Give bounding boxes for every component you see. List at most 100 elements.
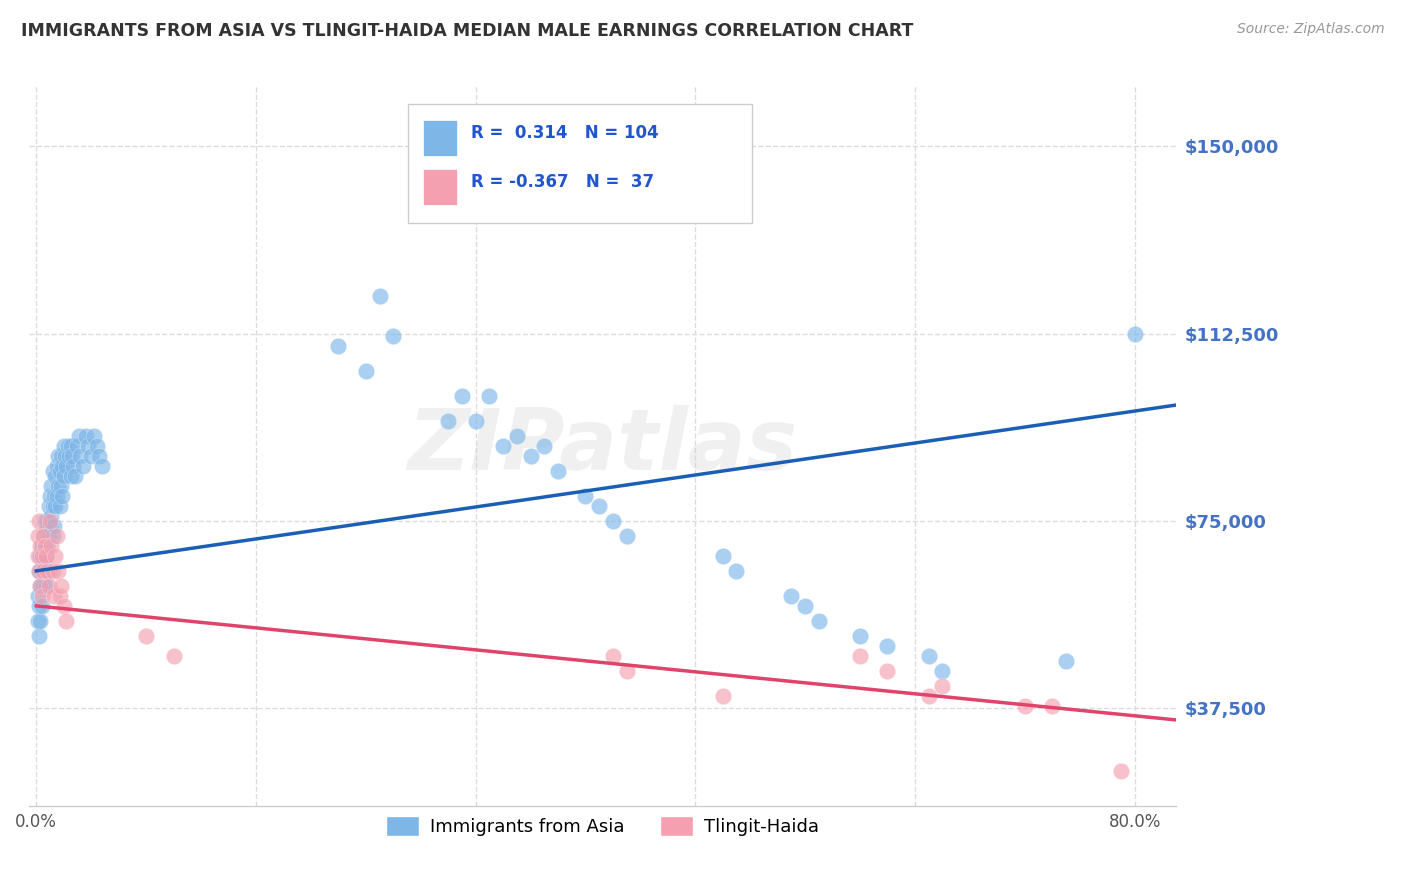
Point (35, 524, 58, 538)
Point (31, 599, 53, 613)
Point (42, 464, 65, 478)
Point (89, 449, 111, 463)
Point (34, 539, 56, 553)
Point (135, 629, 157, 643)
Point (48, 464, 70, 478)
Point (67, 429, 90, 443)
Bar (423, 169, 457, 205)
Point (48, 589, 70, 603)
Point (37, 514, 59, 528)
Point (49, 479, 72, 493)
Point (63, 469, 86, 483)
Point (44, 469, 66, 483)
Text: R =  0.314   N = 104: R = 0.314 N = 104 (471, 124, 658, 142)
Point (31, 539, 53, 553)
Point (794, 599, 817, 613)
Point (51, 458, 73, 473)
Point (602, 514, 624, 528)
Point (60, 449, 83, 463)
Point (382, 329, 405, 343)
Point (31, 549, 53, 563)
Point (876, 639, 898, 653)
Point (876, 664, 898, 678)
Point (42, 519, 65, 533)
Point (38, 529, 60, 543)
Point (437, 414, 460, 428)
Point (725, 564, 748, 578)
Point (28, 629, 51, 643)
Point (41, 479, 63, 493)
Point (918, 648, 941, 663)
Point (41, 539, 63, 553)
Point (46, 564, 69, 578)
Point (547, 464, 569, 478)
Point (51, 489, 73, 503)
Point (30, 549, 52, 563)
Point (28, 564, 51, 578)
Point (53, 449, 76, 463)
Point (38, 499, 60, 513)
Point (44, 549, 66, 563)
Point (52, 599, 75, 613)
Point (38, 564, 60, 578)
Point (30, 579, 52, 593)
Point (86, 439, 108, 453)
Point (27, 614, 49, 628)
Point (32, 564, 55, 578)
Point (42, 589, 65, 603)
Point (83, 429, 105, 443)
Point (328, 339, 350, 353)
Point (62, 458, 84, 473)
Point (42, 564, 65, 578)
Point (46, 479, 69, 493)
Point (52, 439, 75, 453)
Text: IMMIGRANTS FROM ASIA VS TLINGIT-HAIDA MEDIAN MALE EARNINGS CORRELATION CHART: IMMIGRANTS FROM ASIA VS TLINGIT-HAIDA ME… (21, 22, 914, 40)
Point (32, 529, 55, 543)
Point (41, 508, 63, 523)
Point (59, 469, 82, 483)
Point (55, 614, 77, 628)
Point (588, 499, 610, 513)
Point (49, 579, 72, 593)
Point (807, 614, 830, 628)
Point (45, 529, 67, 543)
Point (711, 689, 734, 703)
Point (1014, 698, 1036, 713)
Point (533, 439, 555, 453)
Point (37, 564, 59, 578)
Point (39, 519, 62, 533)
Point (66, 439, 89, 453)
Point (80, 449, 103, 463)
Point (849, 648, 872, 663)
Point (34, 514, 56, 528)
Point (1040, 698, 1063, 713)
Point (32, 579, 55, 593)
Point (616, 664, 638, 678)
Point (77, 439, 100, 453)
Point (42, 529, 65, 543)
Point (574, 489, 596, 503)
Point (91, 458, 114, 473)
Point (28, 514, 51, 528)
Point (849, 629, 872, 643)
Point (32, 554, 55, 568)
Point (464, 414, 486, 428)
Point (35, 549, 58, 563)
Point (56, 439, 79, 453)
Point (931, 664, 953, 678)
Point (39, 514, 62, 528)
Point (451, 389, 474, 403)
Point (72, 458, 94, 473)
Point (27, 589, 49, 603)
Point (48, 499, 70, 513)
Bar (423, 120, 457, 156)
Point (30, 579, 52, 593)
Point (492, 439, 515, 453)
Bar (408, 104, 752, 223)
Point (28, 564, 51, 578)
Point (37, 539, 59, 553)
Point (354, 364, 377, 378)
Point (162, 648, 184, 663)
Point (39, 489, 62, 503)
Point (52, 469, 75, 483)
